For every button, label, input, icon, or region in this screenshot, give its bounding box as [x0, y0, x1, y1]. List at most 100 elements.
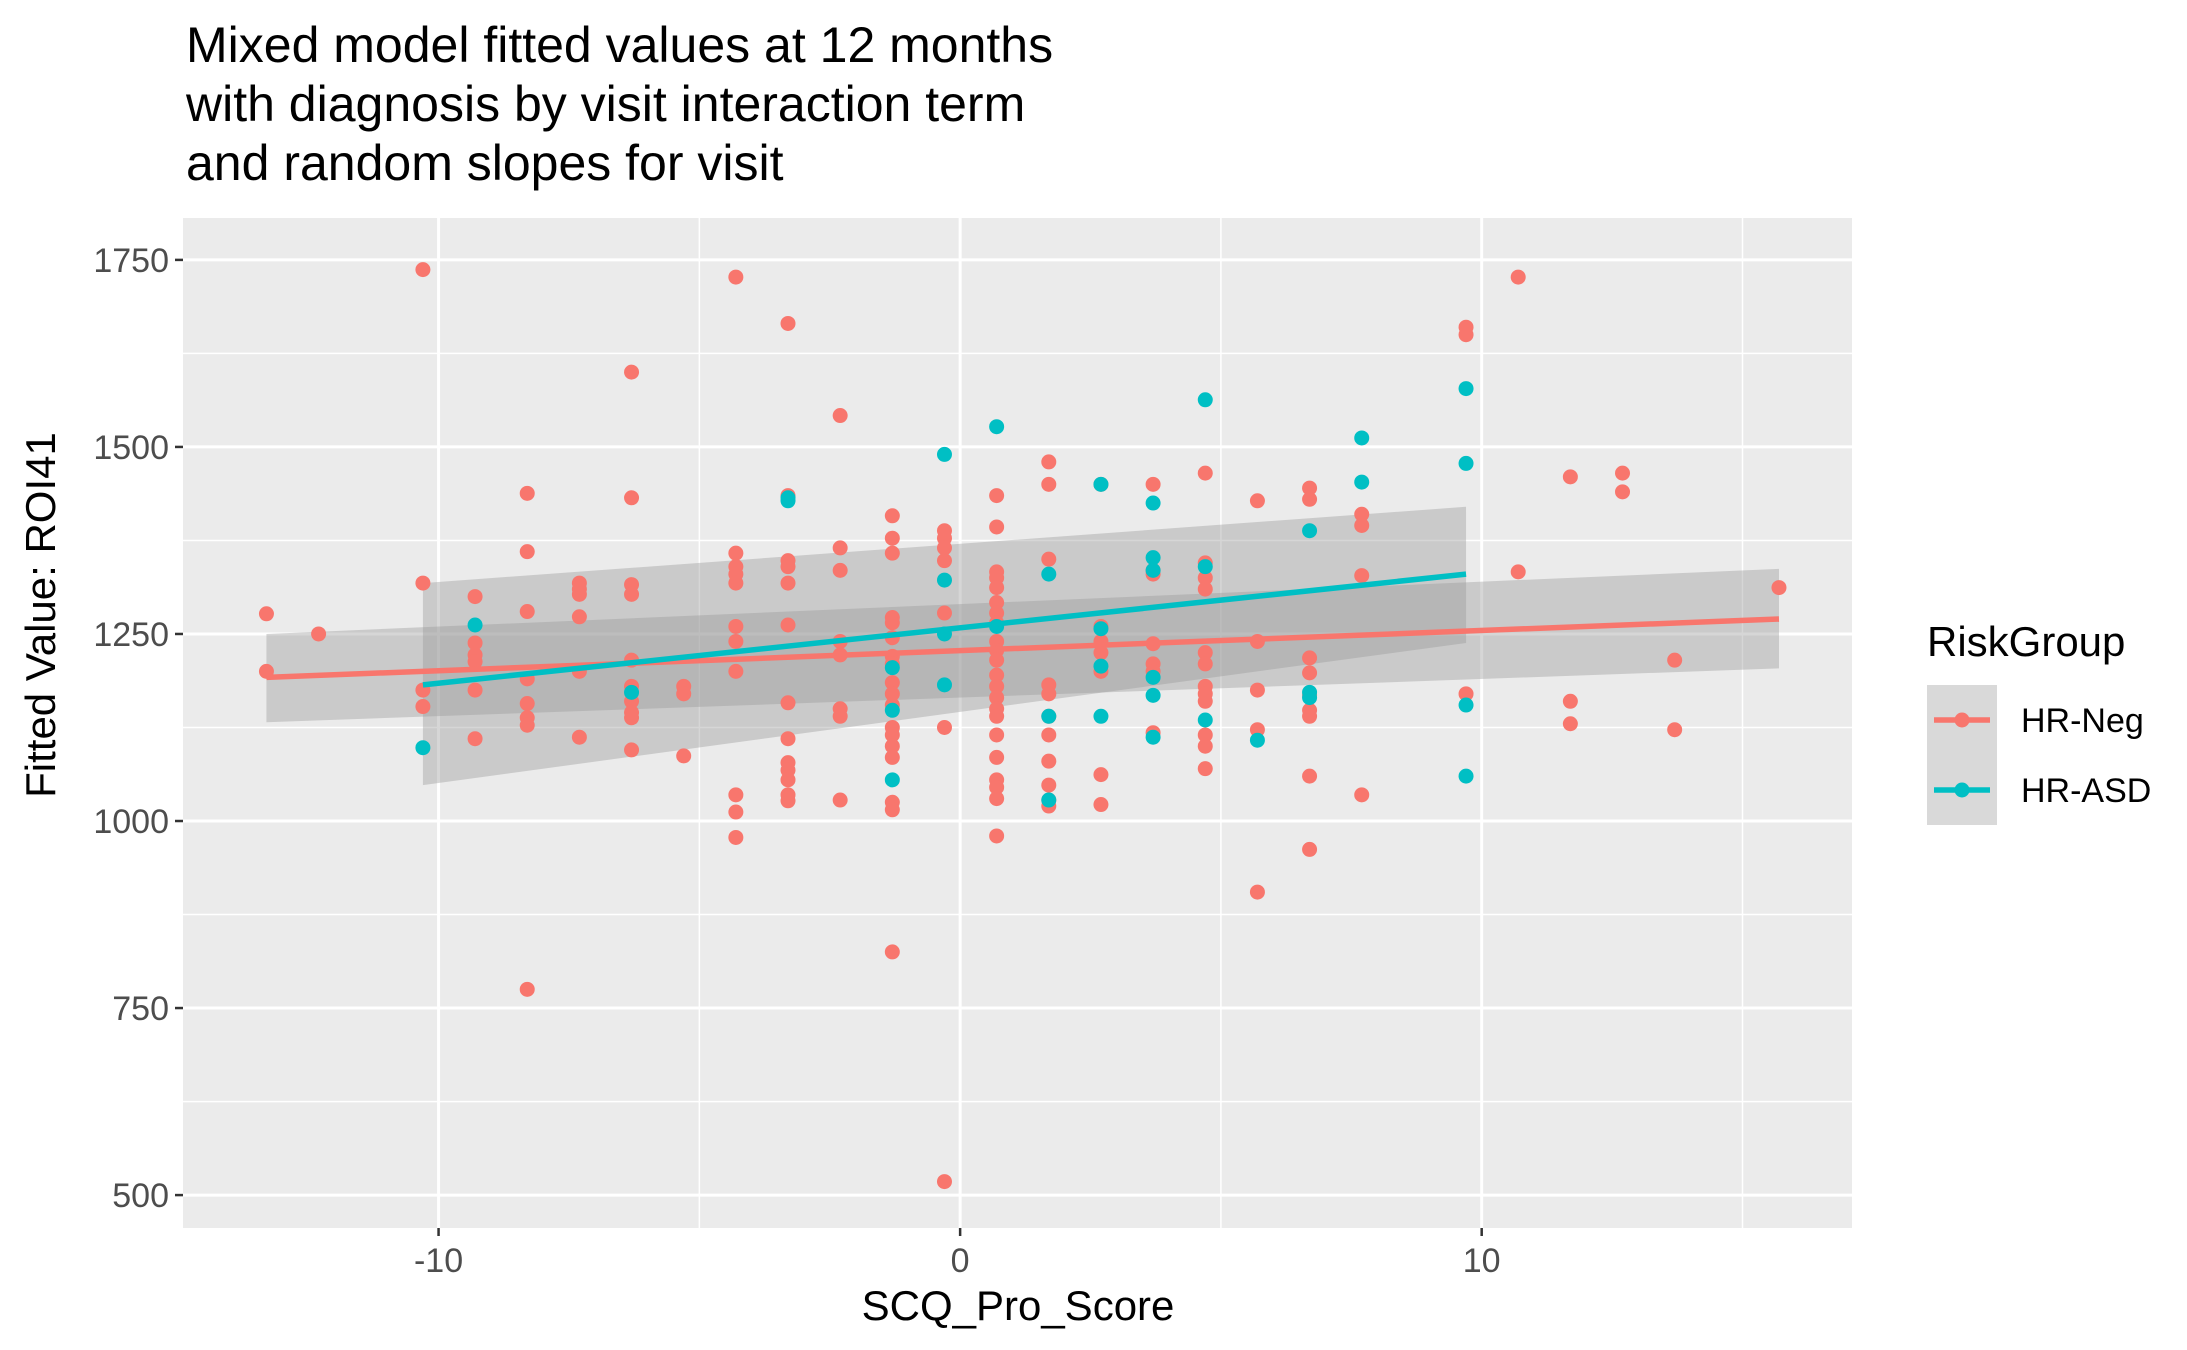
data-point — [1197, 712, 1213, 728]
data-point — [989, 488, 1005, 504]
data-point — [884, 944, 900, 960]
data-point — [989, 580, 1005, 596]
data-point — [1354, 506, 1370, 522]
data-point — [676, 686, 692, 702]
x-tick-label: 0 — [951, 1242, 970, 1280]
legend-key-point — [1954, 712, 1970, 728]
trend-line — [266, 616, 1780, 681]
data-point — [1771, 580, 1787, 596]
chart-title-line: with diagnosis by visit interaction term — [185, 76, 1025, 132]
data-point — [780, 559, 796, 575]
data-point — [884, 615, 900, 631]
data-point — [884, 545, 900, 561]
data-point — [728, 829, 744, 845]
data-point — [415, 699, 431, 715]
data-point — [1093, 767, 1109, 783]
data-point — [989, 519, 1005, 535]
data-point — [1197, 645, 1213, 661]
data-point — [1145, 729, 1161, 745]
data-point — [884, 702, 900, 718]
data-point — [1249, 732, 1265, 748]
data-point — [1302, 768, 1318, 784]
data-point — [624, 586, 640, 602]
data-point — [519, 981, 535, 997]
data-point — [519, 544, 535, 560]
data-point — [1354, 517, 1370, 533]
data-point — [1041, 566, 1057, 582]
data-point — [780, 731, 796, 747]
data-point — [415, 740, 431, 756]
data-point — [519, 717, 535, 733]
data-point — [989, 708, 1005, 724]
data-point — [624, 490, 640, 506]
data-point — [1041, 727, 1057, 743]
data-point — [571, 609, 587, 625]
chart-title: Mixed model fitted values at 12 months w… — [185, 17, 1053, 191]
x-axis-label: SCQ_Pro_Score — [862, 1282, 1175, 1329]
data-point — [1197, 465, 1213, 481]
data-point — [1145, 476, 1161, 492]
data-point — [1458, 381, 1474, 397]
data-point — [1458, 327, 1474, 343]
y-tick-label: 1500 — [93, 429, 169, 467]
data-point — [780, 575, 796, 591]
legend-label: HR-Neg — [2021, 702, 2144, 740]
data-point — [1197, 392, 1213, 408]
data-point — [571, 586, 587, 602]
x-axis: -10 0 10 — [414, 1228, 1501, 1280]
data-point — [728, 663, 744, 679]
y-tick-label: 750 — [112, 990, 169, 1028]
data-point — [989, 779, 1005, 795]
data-point — [832, 708, 848, 724]
data-point — [571, 729, 587, 745]
data-point — [936, 719, 952, 735]
data-point — [989, 595, 1005, 611]
data-point — [624, 710, 640, 726]
data-point — [936, 553, 952, 569]
data-point — [1041, 476, 1057, 492]
data-point — [1093, 658, 1109, 674]
data-point — [884, 802, 900, 818]
data-point — [884, 738, 900, 754]
data-point — [467, 682, 483, 698]
data-point — [1249, 722, 1265, 738]
y-axis: 500 750 1000 1250 1500 1750 — [93, 242, 183, 1215]
data-point — [728, 545, 744, 561]
grid-major — [183, 218, 1852, 1228]
data-point — [467, 654, 483, 670]
data-point — [936, 677, 952, 693]
y-tick-label: 1750 — [93, 242, 169, 280]
data-point — [624, 742, 640, 758]
data-point — [989, 690, 1005, 706]
chart-title-line: Mixed model fitted values at 12 months — [186, 17, 1053, 73]
data-point — [415, 262, 431, 278]
data-point — [519, 604, 535, 620]
data-point — [1093, 797, 1109, 813]
x-tick-label: 10 — [1463, 1242, 1501, 1280]
data-point — [1041, 686, 1057, 702]
data-point — [780, 490, 796, 506]
data-point — [780, 695, 796, 711]
data-point — [1197, 570, 1213, 586]
data-point — [1093, 476, 1109, 492]
legend-label: HR-ASD — [2021, 772, 2151, 810]
data-point — [1354, 474, 1370, 490]
data-point — [780, 617, 796, 633]
scatter-points — [258, 262, 1787, 1190]
data-point — [936, 605, 952, 621]
data-point — [989, 652, 1005, 668]
data-point — [1145, 669, 1161, 685]
data-point — [1667, 652, 1683, 668]
data-point — [1667, 722, 1683, 738]
data-point — [989, 678, 1005, 694]
x-tick-label: -10 — [414, 1242, 463, 1280]
data-point — [1197, 693, 1213, 709]
data-point — [728, 269, 744, 285]
legend: RiskGroup HR-Neg HR-ASD — [1927, 618, 2151, 825]
data-point — [989, 828, 1005, 844]
data-point — [1615, 484, 1631, 500]
data-point — [467, 617, 483, 633]
trend-line — [422, 571, 1467, 688]
data-point — [884, 727, 900, 743]
